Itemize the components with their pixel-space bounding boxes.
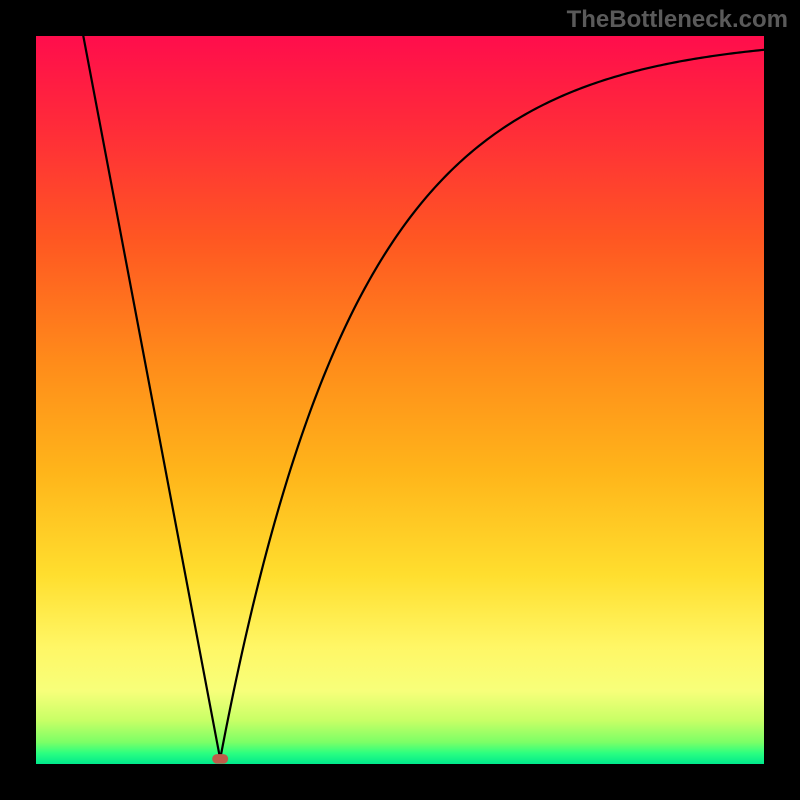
gradient-background xyxy=(36,36,764,764)
chart-container: TheBottleneck.com xyxy=(0,0,800,800)
plot-area xyxy=(36,36,764,764)
minimum-marker xyxy=(212,754,228,763)
watermark-text: TheBottleneck.com xyxy=(567,6,788,34)
plot-svg xyxy=(36,36,764,764)
